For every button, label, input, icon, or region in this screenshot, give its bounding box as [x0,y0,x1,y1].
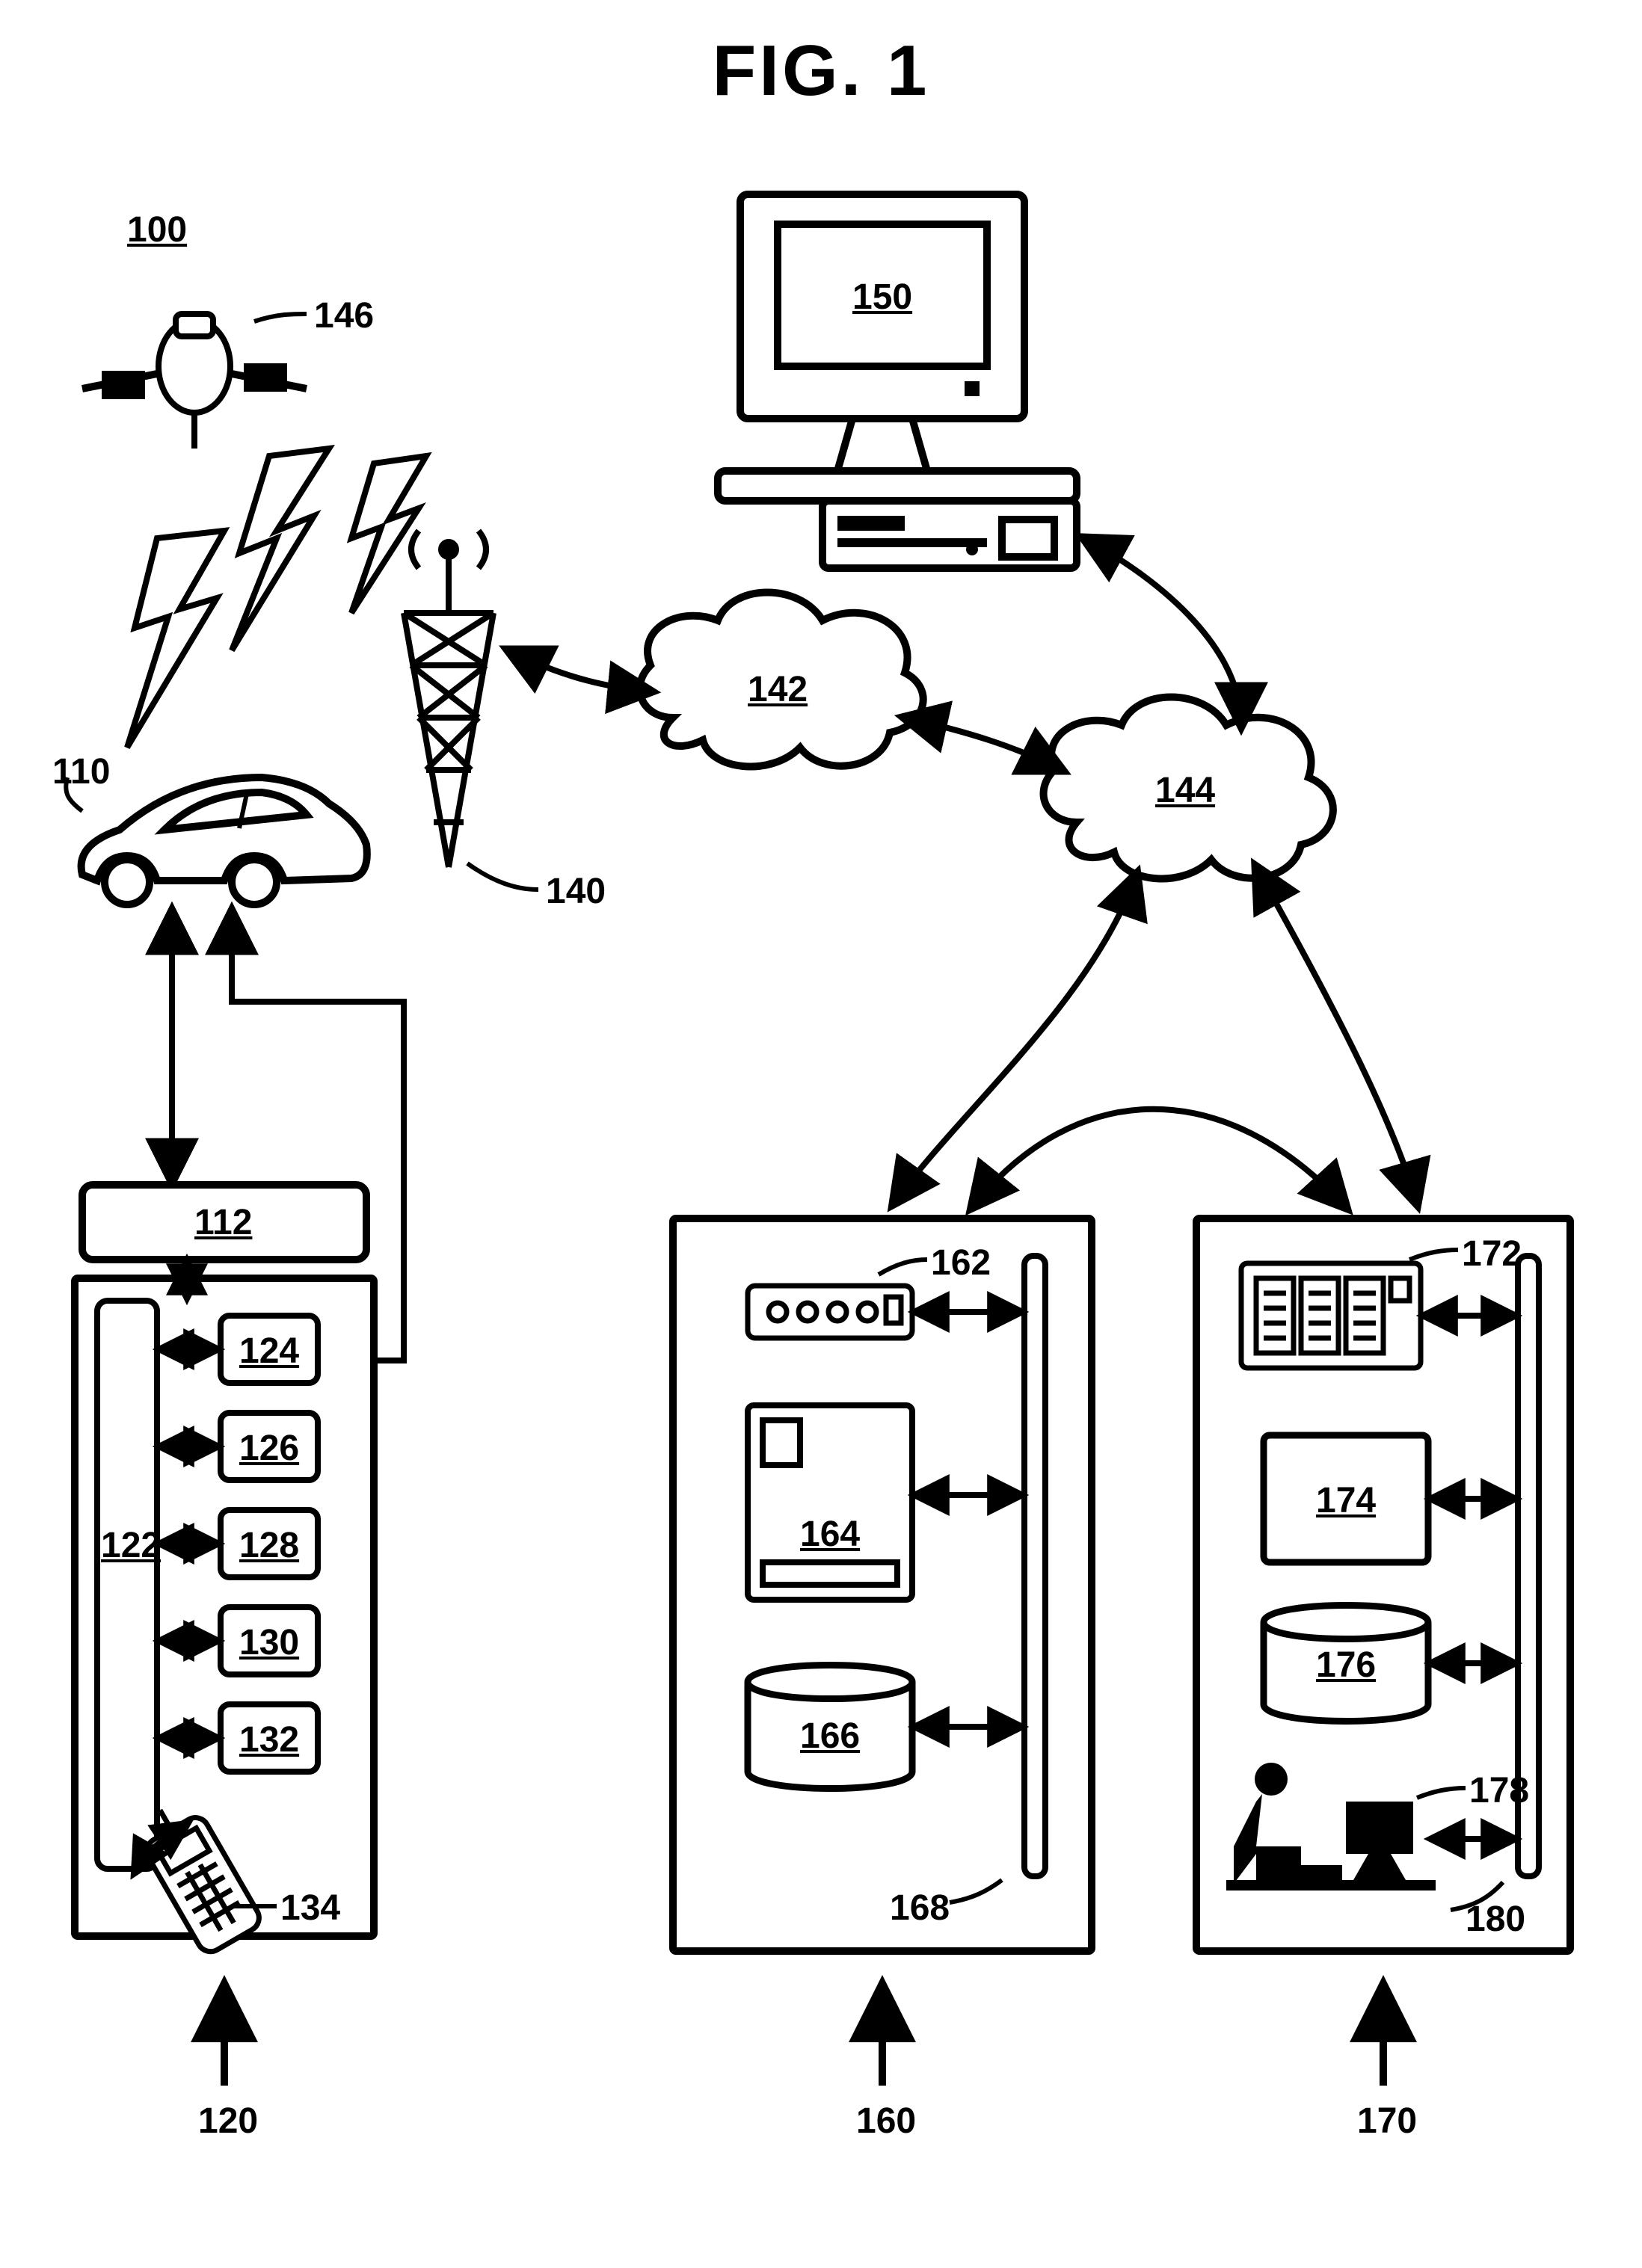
ref-cloud-left: 142 [748,669,808,710]
car-icon [82,777,367,905]
ref-176: 176 [1316,1645,1376,1686]
computer-icon [718,194,1077,568]
ref-vehicle: 110 [52,751,110,792]
ref-180: 180 [1466,1899,1525,1940]
modem-icon [748,1286,912,1338]
server-icon [748,1405,912,1600]
ref-130: 130 [239,1622,299,1663]
satellite-icon [82,314,307,449]
ref-cloud-right: 144 [1155,770,1215,811]
ref-col1: 120 [198,2101,258,2142]
figure-canvas: FIG. 1 100 [30,30,1612,2238]
rf-bolts [127,449,426,748]
figure-title: FIG. 1 [713,30,930,112]
ref-124: 124 [239,1331,299,1372]
cell-tower-icon [404,531,493,867]
ref-122: 122 [101,1525,161,1566]
ref-178: 178 [1469,1770,1529,1811]
ref-164: 164 [800,1514,860,1555]
ref-126: 126 [239,1428,299,1469]
ref-132: 132 [239,1719,299,1760]
ref-162: 162 [931,1242,991,1284]
phone-icon [131,1793,264,1956]
ref-satellite: 146 [314,295,374,336]
person-workstation-icon [1226,1763,1436,1890]
ref-168: 168 [890,1888,950,1929]
ref-112: 112 [194,1202,252,1243]
diagram-svg [30,30,1612,2238]
ref-computer: 150 [852,277,912,318]
ref-col3: 170 [1357,2101,1417,2142]
ref-system: 100 [127,209,187,250]
ref-166: 166 [800,1716,860,1757]
ref-174: 174 [1316,1480,1376,1521]
switch-icon [1241,1263,1421,1368]
ref-172: 172 [1462,1233,1522,1275]
ref-128: 128 [239,1525,299,1566]
ref-134: 134 [280,1888,340,1929]
ref-col2: 160 [856,2101,916,2142]
ref-tower: 140 [546,871,606,912]
